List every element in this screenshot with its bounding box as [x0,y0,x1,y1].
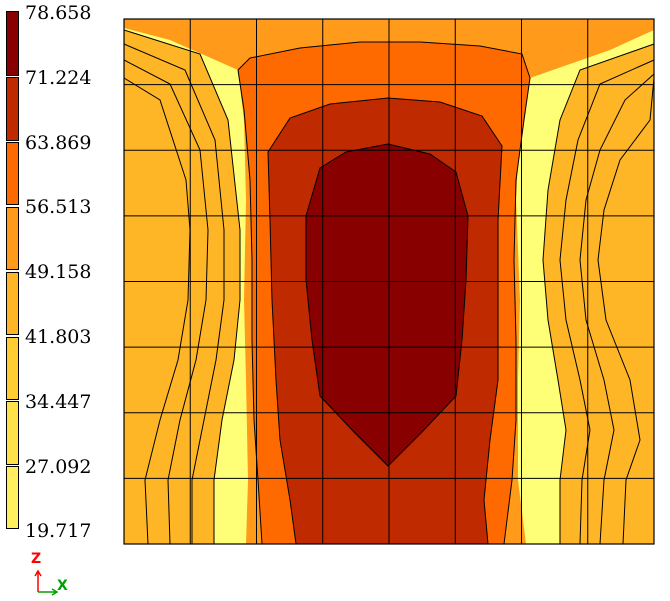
contour-lines [123,29,655,545]
axis-triad: Z X [28,552,78,597]
plot-border [123,18,655,545]
legend-swatch [6,11,19,76]
legend-label: 34.447 [25,390,92,413]
legend-swatch [6,206,19,271]
legend-swatch [6,336,19,400]
band-level9 [306,144,468,466]
legend-label: 49.158 [25,261,92,284]
z-axis-label: Z [31,551,42,567]
legend-label: 56.513 [25,196,92,219]
legend-swatch [6,466,19,530]
mesh-grid [124,19,654,544]
color-legend: 78.658 71.224 63.869 56.513 49.158 41.803 34.4… [0,0,120,545]
legend-label: 63.869 [25,131,92,154]
legend-swatch [6,142,19,206]
legend-swatch [6,271,19,335]
axis-arrows [34,569,59,596]
x-axis-label: X [57,578,68,594]
legend-label: 71.224 [25,66,92,89]
legend-label: 78.658 [25,2,92,24]
legend-label: 19.717 [25,520,92,543]
legend-swatch [6,401,19,465]
band-level5 [124,30,654,544]
legend-swatch [6,77,19,141]
legend-label: 27.092 [25,455,92,478]
legend-label: 41.803 [25,326,92,348]
